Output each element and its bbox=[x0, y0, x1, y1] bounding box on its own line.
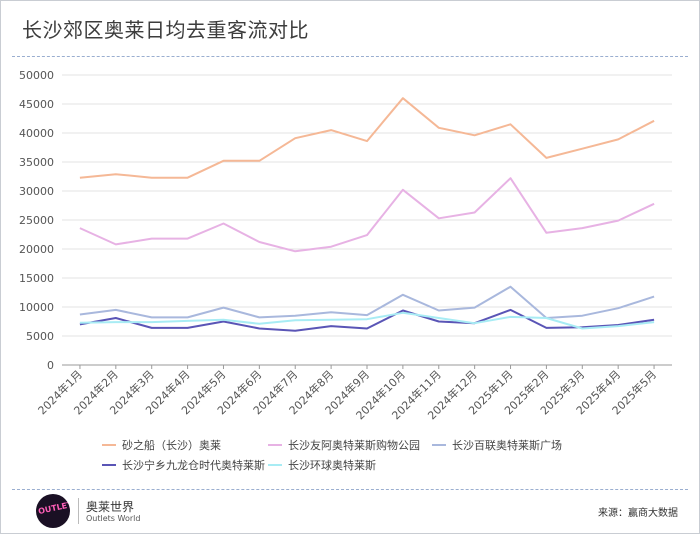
series-line bbox=[79, 308, 655, 332]
brand-name: 奥莱世界 bbox=[86, 500, 135, 514]
top-divider bbox=[12, 56, 688, 57]
y-tick-label: 15000 bbox=[19, 272, 54, 285]
y-tick-label: 5000 bbox=[26, 330, 54, 343]
y-tick-label: 25000 bbox=[19, 214, 54, 227]
y-tick-label: 35000 bbox=[19, 156, 54, 169]
line-chart: 0 5000 10000 15000 20000 25000 30000 35000 40000… bbox=[19, 69, 672, 472]
y-tick-label: 20000 bbox=[19, 243, 54, 256]
bottom-divider bbox=[12, 489, 688, 490]
logo-divider bbox=[78, 498, 79, 524]
series-line bbox=[79, 311, 655, 330]
y-tick-label: 50000 bbox=[19, 69, 54, 82]
footer: OUTLETS 奥莱世界 Outlets World 来源：赢商大数据 bbox=[0, 490, 700, 534]
y-tick-label: 30000 bbox=[19, 185, 54, 198]
legend-label: 长沙环球奥特莱斯 bbox=[288, 458, 376, 472]
data-source: 来源：赢商大数据 bbox=[598, 508, 678, 519]
chart-title: 长沙郊区奥莱日均去重客流对比 bbox=[22, 18, 309, 42]
y-tick-label: 0 bbox=[47, 359, 54, 372]
logo-lettering: OUTLETS bbox=[37, 498, 70, 517]
series-line bbox=[79, 285, 655, 319]
series-line bbox=[79, 177, 655, 253]
legend-label: 砂之船（长沙）奥莱 bbox=[122, 438, 221, 452]
legend-label: 长沙百联奥特莱斯广场 bbox=[452, 438, 562, 452]
legend-label: 长沙宁乡九龙仓时代奥特莱斯 bbox=[122, 458, 265, 472]
y-tick-label: 45000 bbox=[19, 98, 54, 111]
outlets-world-logo: OUTLETS bbox=[36, 494, 70, 528]
y-tick-label: 40000 bbox=[19, 127, 54, 140]
series-line bbox=[79, 97, 655, 179]
brand-name-english: Outlets World bbox=[86, 514, 141, 523]
legend-label: 长沙友阿奥特莱斯购物公园 bbox=[288, 438, 420, 452]
y-tick-label: 10000 bbox=[19, 301, 54, 314]
